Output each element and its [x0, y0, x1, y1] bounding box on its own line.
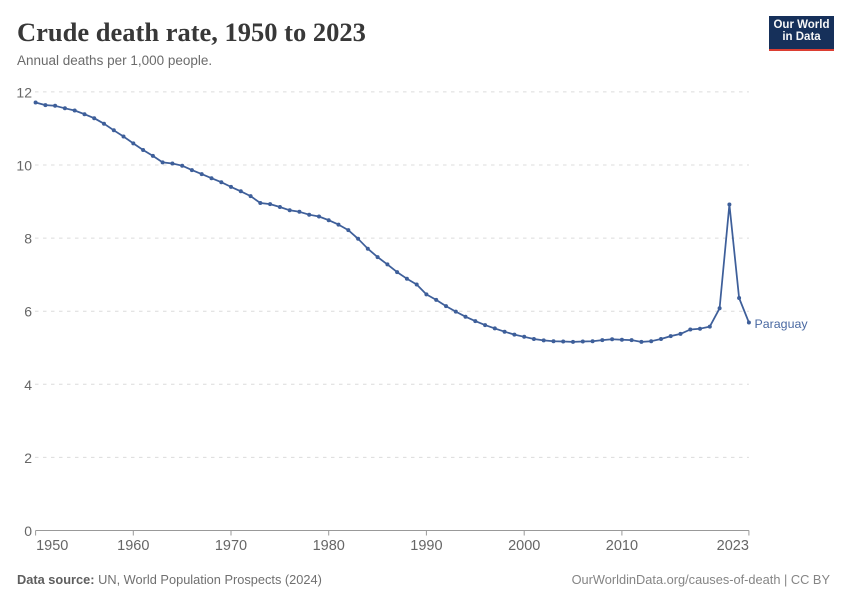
svg-text:1990: 1990 [410, 538, 442, 554]
svg-text:2000: 2000 [508, 538, 540, 554]
svg-text:1980: 1980 [313, 538, 345, 554]
svg-text:4: 4 [24, 377, 32, 393]
svg-text:2: 2 [24, 450, 32, 466]
svg-text:2023: 2023 [717, 538, 749, 554]
svg-text:2010: 2010 [606, 538, 638, 554]
svg-text:1950: 1950 [36, 538, 68, 554]
svg-text:12: 12 [16, 84, 32, 100]
svg-text:8: 8 [24, 231, 32, 247]
svg-text:Paraguay: Paraguay [755, 317, 809, 331]
svg-text:10: 10 [16, 158, 32, 174]
svg-text:1970: 1970 [215, 538, 247, 554]
svg-text:1960: 1960 [117, 538, 149, 554]
svg-text:0: 0 [24, 523, 32, 539]
svg-text:6: 6 [24, 304, 32, 320]
